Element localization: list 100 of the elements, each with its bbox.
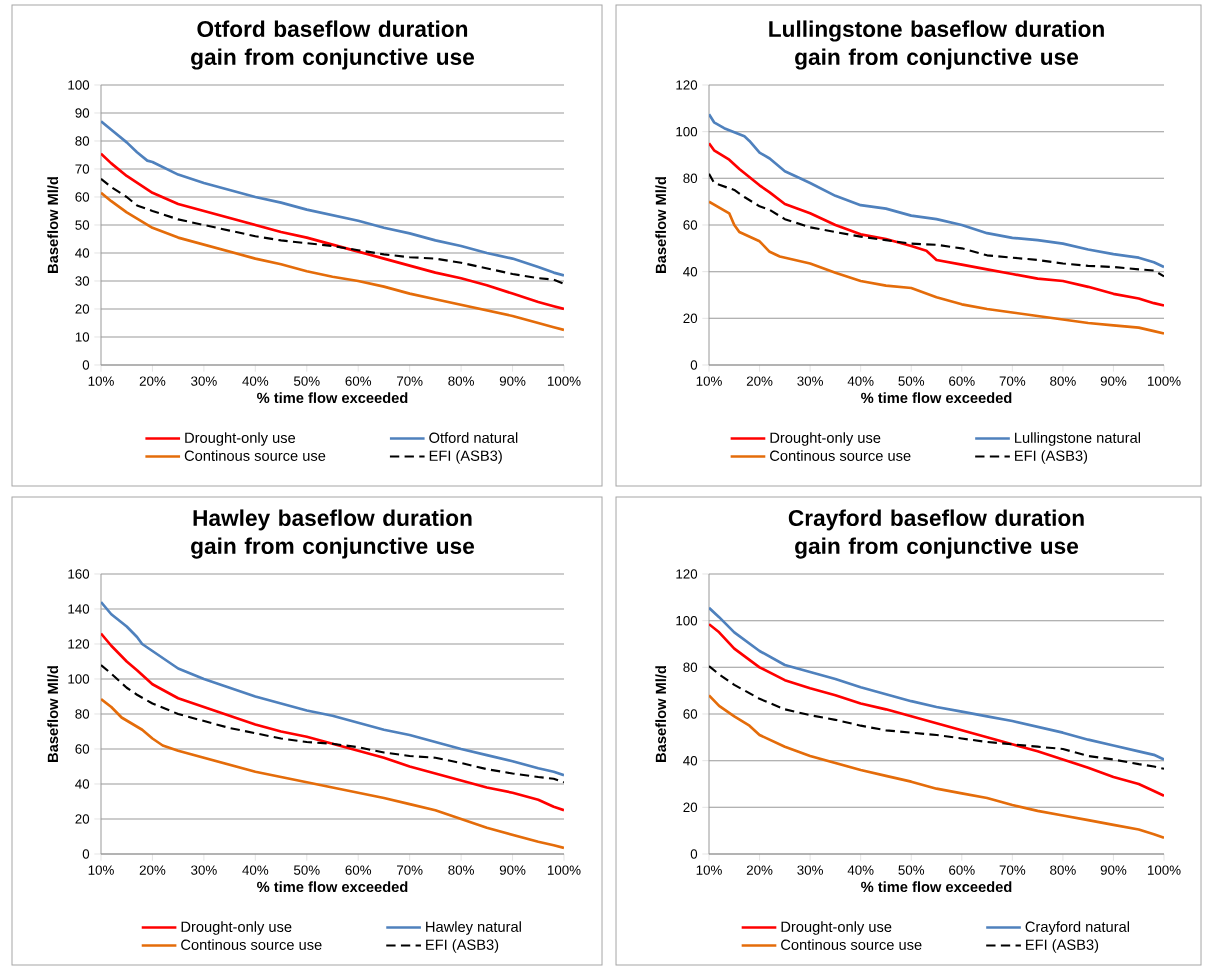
y-tick-label: 30	[75, 276, 90, 286]
x-axis-title: % time flow exceeded	[257, 392, 408, 404]
x-tick-label: 70%	[999, 376, 1026, 386]
y-tick-label: 60	[683, 709, 698, 719]
x-tick-label: 100%	[547, 376, 581, 386]
y-tick-label: 100	[676, 126, 698, 137]
y-tick-label: 100	[676, 615, 698, 626]
y-tick-label: 20	[75, 814, 90, 824]
x-tick-label: 90%	[499, 865, 526, 875]
y-tick-label: 100	[68, 80, 90, 90]
x-tick-label: 60%	[345, 376, 372, 386]
chart-title: Hawley baseflow duration gain from conjunctive use	[191, 509, 475, 559]
x-tick-label: 20%	[139, 376, 166, 386]
x-tick-label: 20%	[746, 865, 773, 875]
y-tick-label: 160	[68, 569, 90, 579]
y-tick-label: 0	[690, 849, 698, 859]
legend-label: Continous source use	[184, 450, 326, 461]
x-tick-label: 50%	[293, 376, 320, 386]
x-tick-label: 40%	[847, 376, 874, 386]
legend-label: Drought-only use	[781, 921, 892, 935]
y-tick-label: 80	[683, 173, 698, 184]
y-tick-label: 20	[75, 304, 90, 314]
x-tick-label: 40%	[847, 865, 874, 875]
y-axis-title: Baseflow Ml/d	[655, 666, 667, 762]
x-tick-label: 70%	[397, 865, 423, 875]
y-axis-title: Baseflow Ml/d	[655, 177, 667, 273]
legend-label: Continous source use	[181, 939, 322, 950]
line-series	[709, 141, 1165, 307]
y-tick-label: 80	[683, 662, 698, 673]
y-tick-label: 120	[676, 569, 698, 579]
legend-label: EFI (ASB3)	[426, 939, 499, 953]
x-tick-label: 80%	[1050, 376, 1076, 386]
y-tick-label: 50	[75, 220, 90, 230]
legend-label: Continous source use	[770, 450, 911, 461]
y-tick-label: 60	[75, 192, 90, 202]
y-tick-label: 40	[683, 266, 698, 277]
y-tick-label: 90	[75, 108, 90, 118]
x-tick-label: 50%	[898, 865, 925, 875]
y-tick-label: 120	[68, 639, 90, 649]
y-tick-label: 20	[683, 313, 698, 324]
x-tick-label: 60%	[949, 865, 975, 875]
y-tick-label: 20	[683, 802, 698, 813]
legend-label: Lullingstone natural	[1015, 432, 1141, 446]
x-tick-label: 80%	[448, 376, 474, 386]
x-tick-label: 10%	[88, 865, 114, 875]
x-tick-label: 30%	[797, 865, 823, 875]
x-tick-label: 20%	[139, 865, 166, 875]
x-tick-label: 90%	[1100, 865, 1127, 875]
line-series	[709, 112, 1165, 269]
chart-title: Lullingstone baseflow duration gain from conjunctive use	[769, 20, 1104, 70]
x-tick-label: 50%	[293, 865, 320, 875]
x-tick-label: 60%	[345, 865, 372, 875]
legend-label: Crayford natural	[1025, 921, 1130, 935]
x-tick-label: 70%	[397, 376, 423, 386]
y-tick-label: 80	[75, 709, 90, 719]
y-tick-label: 60	[683, 220, 698, 230]
x-tick-label: 100%	[1147, 376, 1181, 386]
x-tick-label: 100%	[547, 865, 581, 875]
x-tick-label: 20%	[746, 376, 773, 386]
x-tick-label: 40%	[242, 376, 269, 386]
x-tick-label: 30%	[191, 865, 217, 875]
y-tick-label: 40	[683, 755, 698, 766]
x-axis-title: % time flow exceeded	[861, 392, 1012, 404]
x-tick-label: 100%	[1147, 865, 1181, 875]
x-tick-label: 50%	[898, 376, 925, 386]
legend-label: Otford natural	[429, 432, 518, 443]
y-tick-label: 40	[75, 779, 90, 789]
x-tick-label: 90%	[499, 376, 526, 386]
legend-label: EFI (ASB3)	[1026, 939, 1099, 953]
x-tick-label: 30%	[191, 376, 217, 386]
x-tick-label: 80%	[1050, 865, 1076, 875]
y-axis-title: Baseflow Ml/d	[47, 177, 59, 273]
x-tick-label: 10%	[696, 376, 722, 386]
x-axis-title: % time flow exceeded	[861, 881, 1012, 893]
y-tick-label: 100	[68, 674, 90, 684]
legend-label: EFI (ASB3)	[1015, 450, 1088, 464]
x-axis-title: % time flow exceeded	[257, 881, 408, 893]
y-tick-label: 0	[690, 360, 698, 370]
y-tick-label: 0	[82, 360, 90, 370]
x-tick-label: 70%	[999, 865, 1026, 875]
y-tick-label: 140	[68, 604, 90, 614]
chart-title: Otford baseflow duration gain from conjunctive use	[191, 20, 475, 70]
x-tick-label: 10%	[696, 865, 722, 875]
y-tick-label: 10	[75, 332, 90, 342]
y-axis-title: Baseflow Ml/d	[47, 666, 59, 762]
line-series	[709, 665, 1165, 770]
chart-title: Crayford baseflow duration gain from conjunctive use	[788, 509, 1084, 559]
legend-label: Drought-only use	[185, 432, 296, 446]
x-tick-label: 90%	[1100, 376, 1127, 386]
x-tick-label: 60%	[949, 376, 975, 386]
y-tick-label: 80	[75, 136, 90, 146]
y-tick-label: 0	[82, 849, 90, 859]
y-tick-label: 40	[75, 248, 90, 258]
legend-label: Hawley natural	[426, 921, 521, 935]
x-tick-label: 10%	[88, 376, 114, 386]
y-tick-label: 120	[676, 80, 698, 90]
x-tick-label: 40%	[242, 865, 269, 875]
y-tick-label: 70	[75, 164, 90, 174]
x-tick-label: 30%	[797, 376, 823, 386]
legend-label: Drought-only use	[181, 921, 292, 935]
